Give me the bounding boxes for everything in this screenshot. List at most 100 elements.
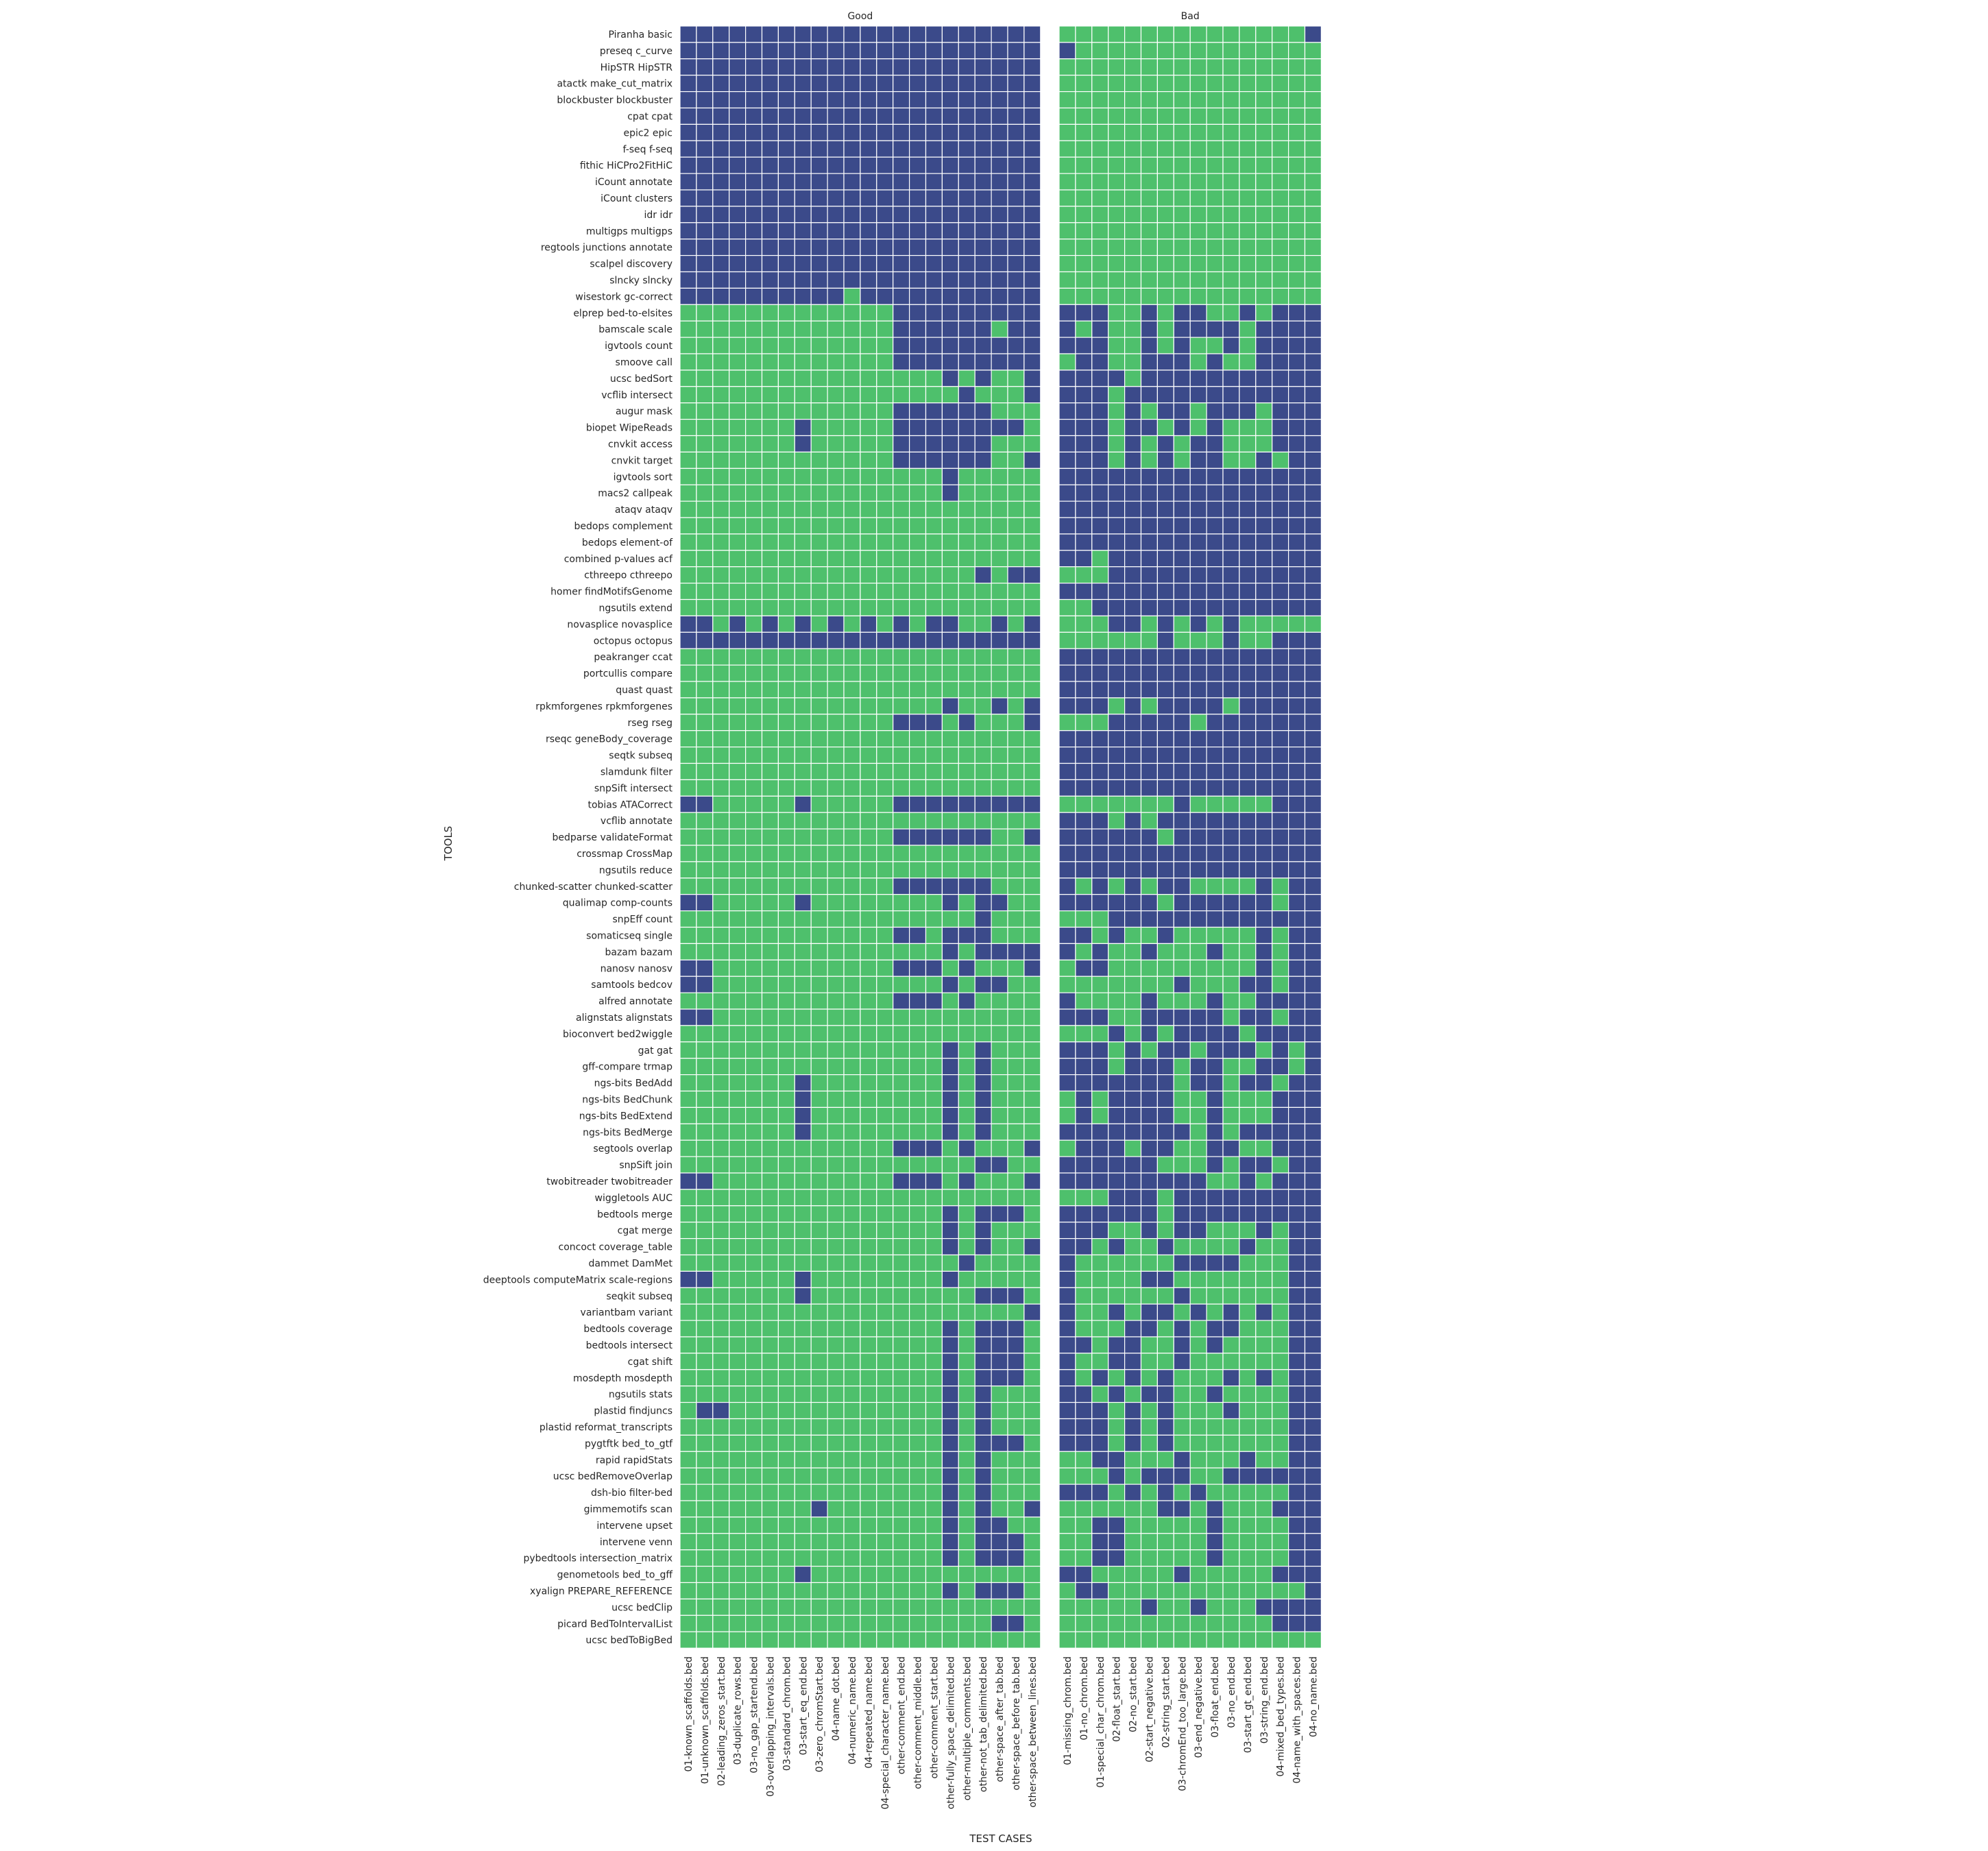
heatmap-cell: [729, 1467, 747, 1485]
heatmap-cell: [810, 173, 828, 191]
heatmap-cell: [893, 1320, 910, 1338]
heatmap-cell: [1058, 1270, 1076, 1288]
heatmap-cell: [1075, 123, 1093, 141]
heatmap-cell: [1239, 255, 1257, 273]
heatmap-cell: [843, 123, 861, 141]
heatmap-cell: [1255, 714, 1273, 731]
column-label: 03-start_eq_end.bed: [798, 1656, 809, 1755]
heatmap-cell: [1007, 1254, 1025, 1272]
heatmap-cell: [974, 271, 992, 289]
heatmap-cell: [810, 926, 828, 944]
heatmap-cell: [876, 91, 894, 109]
heatmap-cell: [974, 992, 992, 1010]
heatmap-cell: [1140, 992, 1158, 1010]
heatmap-cell: [1304, 353, 1322, 371]
heatmap-cell: [1140, 1237, 1158, 1256]
heatmap-cell: [1156, 1106, 1174, 1124]
heatmap-cell: [860, 222, 877, 240]
heatmap-cell: [712, 845, 730, 862]
heatmap-cell: [908, 1451, 927, 1468]
heatmap-cell: [1007, 1451, 1025, 1468]
heatmap-cell: [696, 746, 714, 764]
heatmap-cell: [810, 795, 828, 813]
heatmap-cell: [1189, 156, 1207, 174]
heatmap-cell: [991, 189, 1008, 207]
heatmap-cell: [958, 615, 975, 633]
heatmap-cell: [1272, 156, 1289, 174]
heatmap-cell: [1140, 1533, 1158, 1551]
heatmap-cell: [860, 1631, 877, 1649]
heatmap-cell: [958, 976, 975, 993]
heatmap-cell: [1222, 189, 1240, 207]
heatmap-cell: [810, 25, 828, 43]
heatmap-cell: [1023, 746, 1041, 764]
heatmap-cell: [744, 566, 763, 584]
heatmap-cell: [1058, 1582, 1076, 1599]
heatmap-cell: [1304, 533, 1322, 551]
heatmap-cell: [1007, 1533, 1025, 1551]
heatmap-cell: [1189, 484, 1207, 502]
heatmap-cell: [991, 648, 1008, 666]
heatmap-cell: [1007, 418, 1025, 437]
heatmap-cell: [1108, 25, 1126, 43]
heatmap-cell: [1239, 664, 1257, 682]
heatmap-cell: [1075, 1614, 1093, 1632]
heatmap-cell: [958, 1369, 975, 1387]
heatmap-cell: [827, 304, 845, 322]
heatmap-cell: [1239, 386, 1257, 404]
heatmap-cell: [1058, 206, 1076, 223]
heatmap-cell: [1287, 1025, 1306, 1043]
heatmap-cell: [1007, 1566, 1025, 1584]
heatmap-cell: [991, 1172, 1008, 1190]
heatmap-cell: [1173, 550, 1191, 568]
heatmap-cell: [860, 1090, 877, 1108]
heatmap-cell: [1156, 75, 1174, 93]
row-label: snpEff count: [613, 915, 673, 926]
heatmap-cell: [1206, 1582, 1224, 1599]
heatmap-cell: [810, 1614, 828, 1632]
heatmap-cell: [843, 173, 861, 191]
heatmap-cell: [1091, 1074, 1109, 1092]
heatmap-cell: [925, 1303, 943, 1321]
heatmap-cell: [974, 812, 992, 830]
heatmap-cell: [744, 42, 763, 60]
panel-title: Bad: [1181, 11, 1200, 22]
heatmap-cell: [908, 500, 927, 518]
heatmap-cell: [827, 58, 845, 76]
heatmap-cell: [908, 910, 927, 928]
heatmap-cell: [1173, 828, 1191, 846]
heatmap-cell: [679, 730, 697, 748]
heatmap-cell: [1304, 1598, 1322, 1616]
heatmap-cell: [1222, 418, 1240, 437]
heatmap-cell: [1124, 1566, 1142, 1584]
heatmap-cell: [679, 1008, 697, 1026]
heatmap-cell: [729, 1353, 747, 1370]
heatmap-cell: [1304, 255, 1322, 273]
heatmap-cell: [1189, 812, 1207, 830]
heatmap-cell: [974, 1582, 992, 1599]
heatmap-cell: [827, 1533, 845, 1551]
heatmap-cell: [974, 287, 992, 305]
heatmap-cell: [744, 1156, 763, 1174]
heatmap-cell: [744, 1500, 763, 1518]
heatmap-cell: [1304, 976, 1322, 993]
heatmap-cell: [925, 828, 943, 846]
heatmap-cell: [679, 1549, 697, 1567]
heatmap-cell: [1058, 173, 1076, 191]
heatmap-cell: [1222, 598, 1240, 616]
heatmap-cell: [1108, 648, 1126, 666]
heatmap-cell: [1156, 959, 1174, 977]
heatmap-cell: [827, 1074, 845, 1092]
heatmap-cell: [843, 1270, 861, 1288]
heatmap-cell: [712, 206, 730, 223]
heatmap-cell: [974, 1631, 992, 1649]
heatmap-cell: [1239, 714, 1257, 731]
heatmap-cell: [925, 861, 943, 879]
heatmap-cell: [1140, 304, 1158, 322]
y-axis-title: TOOLS: [442, 826, 454, 862]
heatmap-cell: [941, 582, 959, 601]
heatmap-cell: [1206, 1205, 1224, 1223]
heatmap-cell: [794, 1401, 812, 1420]
heatmap-cell: [991, 1303, 1008, 1321]
heatmap-cell: [1189, 878, 1207, 895]
